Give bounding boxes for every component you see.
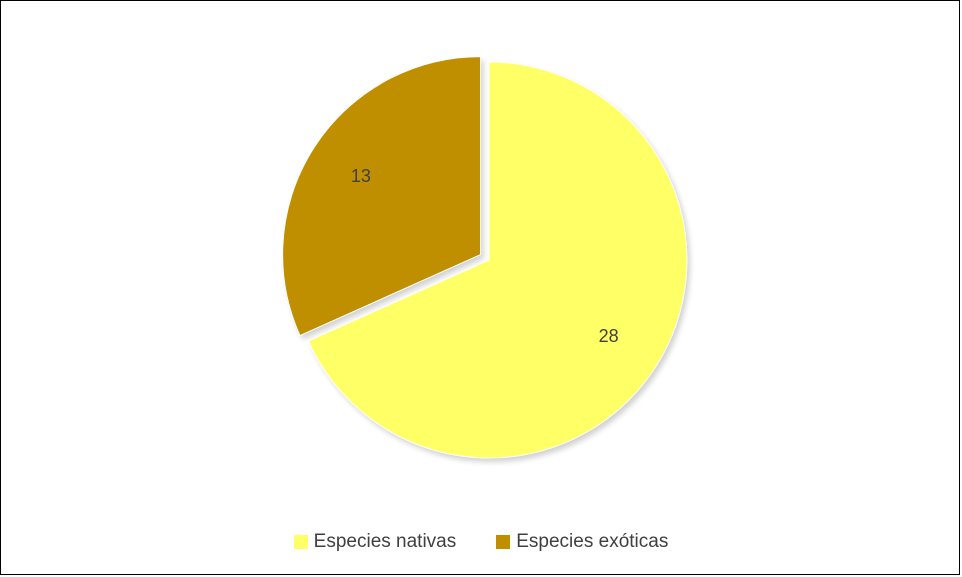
legend-label-exoticas: Especies exóticas [516,531,669,552]
legend-swatch-exoticas [496,535,511,549]
pie-slice-especies-exoticas [282,56,482,337]
legend-item-exoticas: Especies exóticas [496,531,668,553]
legend-label-nativas: Especies nativas [313,531,457,552]
legend: Especies nativas Especies exóticas [1,529,961,555]
pie-slices [282,56,688,459]
data-label-especies-exoticas: 13 [351,166,371,186]
data-label-especies-nativas: 28 [599,326,619,346]
legend-item-nativas: Especies nativas [293,531,457,553]
legend-swatch-nativas [293,535,308,549]
pie-slice-especies-nativas [307,61,688,459]
data-labels: 28 13 [351,166,619,346]
